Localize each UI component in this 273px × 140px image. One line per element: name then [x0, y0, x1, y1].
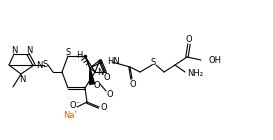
Text: O: O [94, 80, 100, 89]
Text: N: N [97, 67, 103, 76]
Text: O: O [130, 80, 136, 88]
Text: Na: Na [63, 111, 75, 121]
Text: N: N [11, 46, 17, 54]
Polygon shape [90, 68, 94, 84]
Text: O: O [101, 102, 107, 111]
Text: S: S [150, 58, 156, 66]
Text: NH₂: NH₂ [187, 68, 203, 78]
Text: HN: HN [107, 57, 120, 66]
Text: O: O [107, 89, 113, 99]
Text: N: N [26, 46, 32, 54]
Text: O: O [186, 34, 192, 44]
Text: OH: OH [209, 55, 222, 65]
Text: S: S [42, 60, 48, 68]
Text: ⁺: ⁺ [73, 111, 77, 117]
Text: S: S [65, 47, 71, 57]
Text: O: O [70, 102, 76, 110]
Text: ⁻: ⁻ [75, 100, 79, 108]
Text: N: N [36, 60, 42, 69]
Text: H: H [76, 51, 82, 60]
Text: O: O [104, 73, 110, 81]
Text: N: N [19, 74, 25, 83]
